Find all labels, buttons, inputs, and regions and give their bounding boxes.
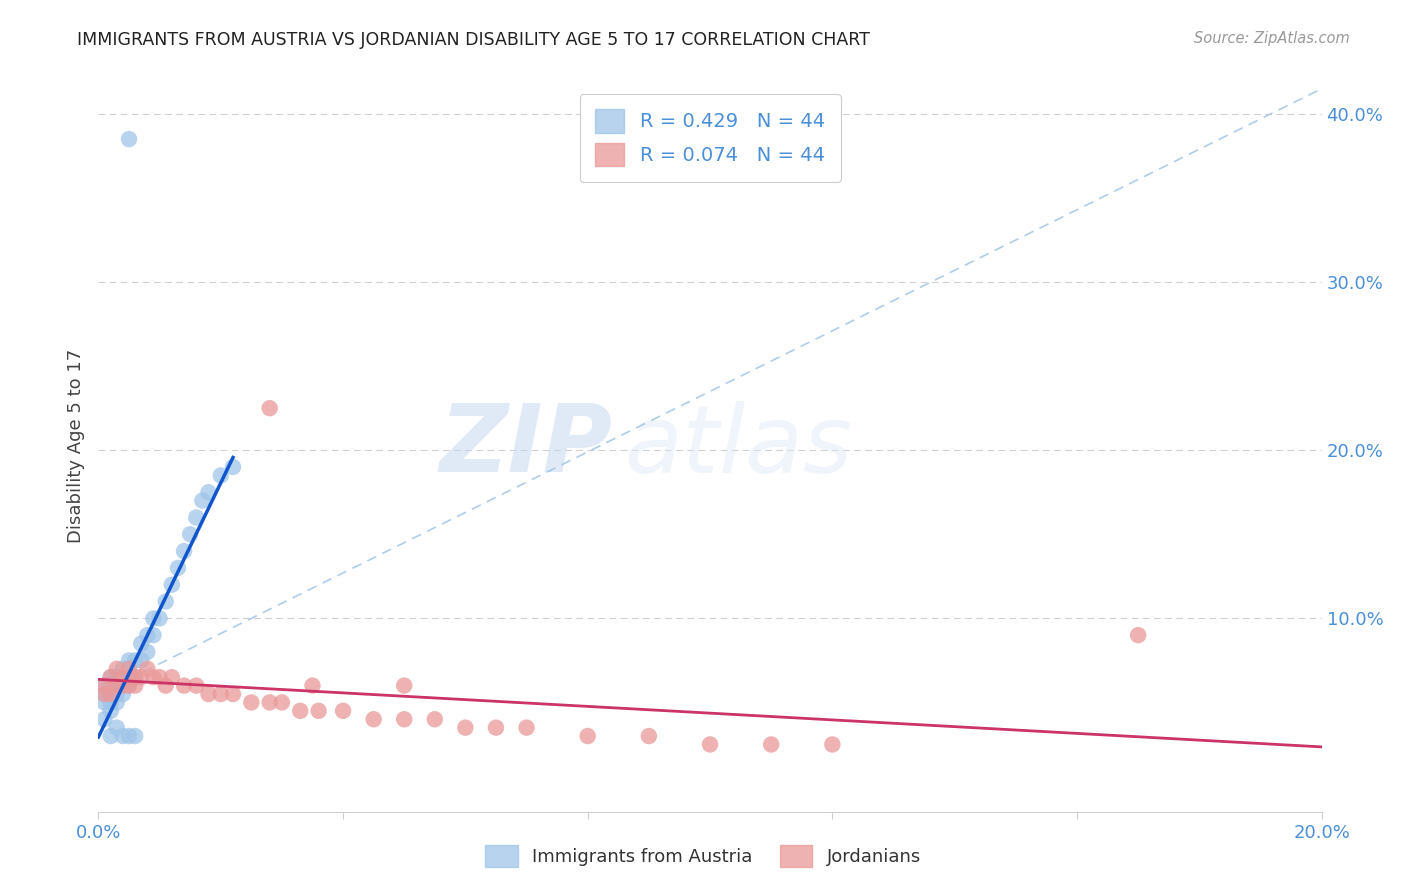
Point — [363, 712, 385, 726]
Point — [105, 679, 128, 693]
Point — [118, 132, 141, 146]
Point — [100, 729, 122, 743]
Point — [173, 679, 195, 693]
Point — [100, 704, 122, 718]
Point — [100, 679, 122, 693]
Point — [179, 527, 201, 541]
Point — [118, 679, 141, 693]
Point — [93, 695, 115, 709]
Point — [392, 679, 416, 693]
Point — [516, 721, 538, 735]
Point — [186, 679, 208, 693]
Point — [142, 670, 165, 684]
Point — [821, 738, 844, 752]
Point — [93, 687, 115, 701]
Point — [759, 738, 782, 752]
Point — [699, 738, 721, 752]
Point — [197, 485, 219, 500]
Point — [129, 636, 152, 650]
Point — [118, 662, 141, 676]
Point — [136, 645, 159, 659]
Point — [290, 704, 312, 718]
Point — [222, 687, 245, 701]
Point — [167, 561, 190, 575]
Text: atlas: atlas — [624, 401, 852, 491]
Text: IMMIGRANTS FROM AUSTRIA VS JORDANIAN DISABILITY AGE 5 TO 17 CORRELATION CHART: IMMIGRANTS FROM AUSTRIA VS JORDANIAN DIS… — [77, 31, 870, 49]
Point — [100, 695, 122, 709]
Point — [186, 510, 208, 524]
Point — [105, 662, 128, 676]
Point — [111, 662, 134, 676]
Point — [124, 670, 146, 684]
Point — [637, 729, 661, 743]
Point — [118, 653, 141, 667]
Point — [93, 712, 115, 726]
Point — [209, 468, 232, 483]
Point — [142, 628, 165, 642]
Point — [118, 679, 141, 693]
Point — [93, 687, 115, 701]
Point — [301, 679, 323, 693]
Point — [454, 721, 477, 735]
Point — [111, 687, 134, 701]
Point — [100, 687, 122, 701]
Point — [485, 721, 508, 735]
Point — [105, 695, 128, 709]
Point — [136, 662, 159, 676]
Point — [124, 670, 146, 684]
Point — [270, 695, 292, 709]
Point — [136, 628, 159, 642]
Legend: Immigrants from Austria, Jordanians: Immigrants from Austria, Jordanians — [478, 838, 928, 874]
Point — [160, 670, 183, 684]
Point — [111, 670, 134, 684]
Legend: R = 0.429   N = 44, R = 0.074   N = 44: R = 0.429 N = 44, R = 0.074 N = 44 — [579, 94, 841, 182]
Point — [173, 544, 195, 558]
Point — [155, 594, 177, 608]
Point — [332, 704, 354, 718]
Point — [209, 687, 232, 701]
Point — [111, 679, 134, 693]
Point — [93, 679, 115, 693]
Point — [105, 687, 128, 701]
Point — [105, 670, 128, 684]
Point — [259, 401, 281, 416]
Point — [149, 611, 172, 625]
Point — [1128, 628, 1150, 642]
Point — [259, 695, 281, 709]
Point — [149, 670, 172, 684]
Point — [423, 712, 446, 726]
Point — [129, 670, 152, 684]
Point — [142, 611, 165, 625]
Point — [93, 679, 115, 693]
Point — [118, 670, 141, 684]
Point — [308, 704, 330, 718]
Point — [111, 729, 134, 743]
Point — [197, 687, 219, 701]
Point — [155, 679, 177, 693]
Point — [160, 578, 183, 592]
Point — [222, 460, 245, 475]
Point — [124, 679, 146, 693]
Point — [191, 493, 214, 508]
Text: ZIP: ZIP — [439, 400, 612, 492]
Point — [124, 653, 146, 667]
Point — [100, 670, 122, 684]
Point — [105, 679, 128, 693]
Text: Source: ZipAtlas.com: Source: ZipAtlas.com — [1194, 31, 1350, 46]
Point — [111, 679, 134, 693]
Y-axis label: Disability Age 5 to 17: Disability Age 5 to 17 — [66, 349, 84, 543]
Point — [124, 729, 146, 743]
Point — [118, 729, 141, 743]
Point — [100, 670, 122, 684]
Point — [100, 687, 122, 701]
Point — [240, 695, 263, 709]
Point — [129, 653, 152, 667]
Point — [576, 729, 599, 743]
Point — [392, 712, 416, 726]
Point — [105, 721, 128, 735]
